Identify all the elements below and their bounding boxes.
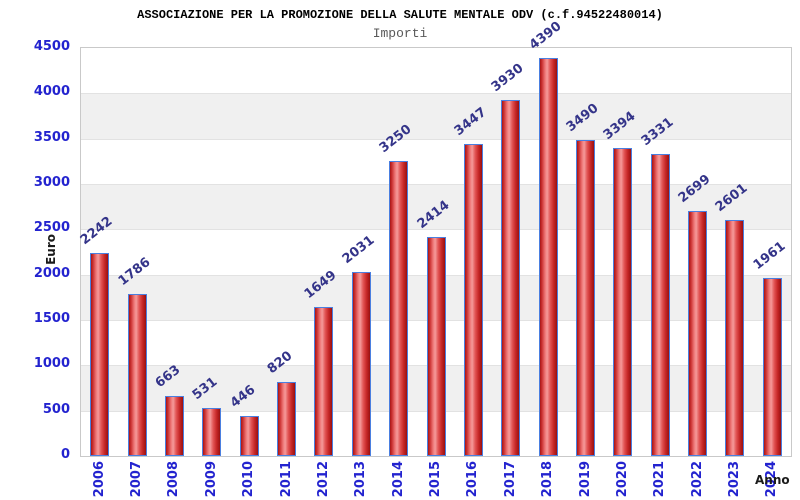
y-tick-label: 1000 bbox=[33, 356, 70, 372]
x-axis-title: Anno bbox=[755, 473, 790, 487]
x-tick-label-2008: 2008 bbox=[166, 461, 182, 498]
gridline bbox=[81, 138, 791, 140]
bar-2014 bbox=[389, 161, 409, 456]
x-tick-label-2012: 2012 bbox=[315, 461, 331, 498]
bar-2015 bbox=[426, 237, 446, 456]
gridline bbox=[81, 93, 791, 95]
plot-area: 2242 2006 1786 2007 663 2008 531 2009 446 2010 820… bbox=[78, 19, 792, 497]
bar-2017 bbox=[501, 99, 521, 456]
bar-2007 bbox=[127, 294, 147, 456]
bar-2011 bbox=[277, 381, 296, 456]
bar-2010 bbox=[239, 415, 259, 456]
bar-2016 bbox=[463, 143, 483, 456]
x-tick-label-2011: 2011 bbox=[278, 461, 294, 498]
bar-value-label: 1961 bbox=[750, 239, 789, 274]
bar-2009 bbox=[202, 407, 222, 456]
bar-2022 bbox=[688, 211, 708, 456]
y-tick-label: 3000 bbox=[33, 175, 70, 190]
x-tick-label-2023: 2023 bbox=[726, 461, 742, 498]
plot-band bbox=[81, 184, 791, 230]
bar-2020 bbox=[613, 148, 633, 456]
x-tick-label-2016: 2016 bbox=[465, 461, 481, 498]
x-tick-label-2013: 2013 bbox=[353, 461, 369, 498]
x-tick-label-2018: 2018 bbox=[540, 461, 556, 498]
y-tick-label: 4500 bbox=[33, 39, 70, 54]
bar-2018 bbox=[538, 58, 558, 456]
gridline bbox=[81, 229, 791, 231]
bar-2013 bbox=[351, 271, 371, 456]
x-tick-label-2017: 2017 bbox=[502, 461, 518, 498]
bar-2021 bbox=[650, 154, 670, 456]
x-tick-label-2022: 2022 bbox=[689, 461, 705, 498]
plot-band bbox=[81, 93, 791, 139]
y-tick-label: 500 bbox=[42, 401, 70, 417]
x-tick-label-2006: 2006 bbox=[91, 461, 107, 498]
bar-value-label: 3930 bbox=[488, 60, 527, 95]
x-tick-label-2021: 2021 bbox=[652, 461, 668, 498]
x-tick-label-2019: 2019 bbox=[577, 461, 593, 498]
bar-2019 bbox=[576, 139, 595, 456]
x-tick-label-2009: 2009 bbox=[203, 461, 219, 498]
chart-title: ASSOCIAZIONE PER LA PROMOZIONE DELLA SAL… bbox=[137, 8, 663, 22]
y-axis-title: Euro bbox=[44, 234, 58, 265]
bar-2024 bbox=[762, 278, 782, 456]
y-tick-label: 1500 bbox=[33, 311, 70, 326]
bar-value-label: 2031 bbox=[339, 232, 378, 267]
bar-2023 bbox=[725, 220, 745, 456]
y-tick-label: 3500 bbox=[33, 129, 70, 145]
bar-2008 bbox=[164, 395, 184, 456]
gridline bbox=[81, 184, 791, 185]
y-tick-label: 4000 bbox=[33, 84, 70, 100]
y-tick-label: 2000 bbox=[33, 265, 70, 281]
bar-2006 bbox=[90, 252, 110, 456]
chart-subtitle: Importi bbox=[372, 26, 428, 41]
y-tick-label: 2500 bbox=[33, 220, 70, 236]
x-tick-label-2007: 2007 bbox=[129, 461, 145, 498]
x-tick-label-2020: 2020 bbox=[614, 461, 630, 498]
bar-2012 bbox=[314, 306, 334, 456]
x-tick-label-2014: 2014 bbox=[390, 461, 406, 498]
x-tick-label-2010: 2010 bbox=[241, 461, 257, 498]
y-tick-label: 0 bbox=[60, 447, 70, 462]
x-tick-label-2015: 2015 bbox=[428, 461, 443, 498]
